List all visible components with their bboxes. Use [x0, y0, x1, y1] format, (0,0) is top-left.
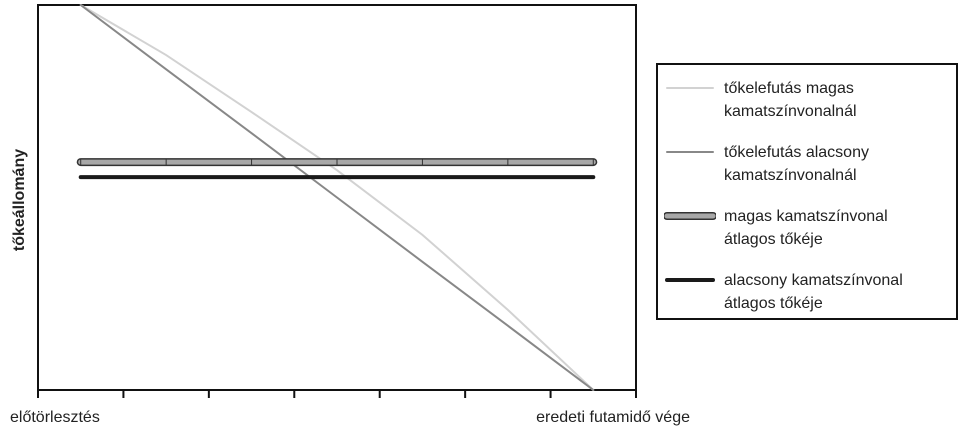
legend-entry: tőkelefutás alacsony kamatszínvonalnál — [664, 141, 956, 187]
legend: tőkelefutás magas kamatszínvonalnál tőkel… — [656, 63, 958, 320]
x-start-label: előtörlesztés — [10, 409, 100, 426]
legend-label: tőkelefutás alacsony kamatszínvonalnál — [724, 144, 869, 184]
legend-swatch — [666, 87, 714, 89]
legend-entry: alacsony kamatszínvonal átlagos tőkéje — [664, 269, 956, 315]
legend-label: magas kamatszínvonal átlagos tőkéje — [724, 208, 888, 248]
legend-entry: magas kamatszínvonal átlagos tőkéje — [664, 205, 956, 251]
legend-swatch — [666, 151, 714, 153]
legend-label: tőkelefutás magas kamatszínvonalnál — [724, 80, 857, 120]
legend-swatch — [665, 278, 715, 282]
legend-entry: tőkelefutás magas kamatszínvonalnál — [664, 77, 956, 123]
x-end-label: eredeti futamidő vége — [536, 409, 690, 426]
series-line — [79, 4, 595, 391]
series-line — [79, 4, 595, 391]
plot-frame — [37, 4, 637, 391]
legend-swatch — [664, 212, 716, 220]
legend-label: alacsony kamatszínvonal átlagos tőkéje — [724, 272, 903, 312]
y-axis-label: tőkeállomány — [11, 149, 28, 251]
